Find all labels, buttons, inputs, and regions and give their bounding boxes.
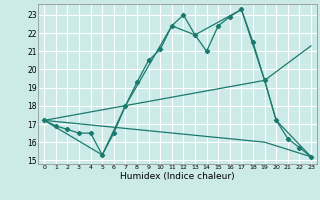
X-axis label: Humidex (Indice chaleur): Humidex (Indice chaleur) xyxy=(120,172,235,181)
